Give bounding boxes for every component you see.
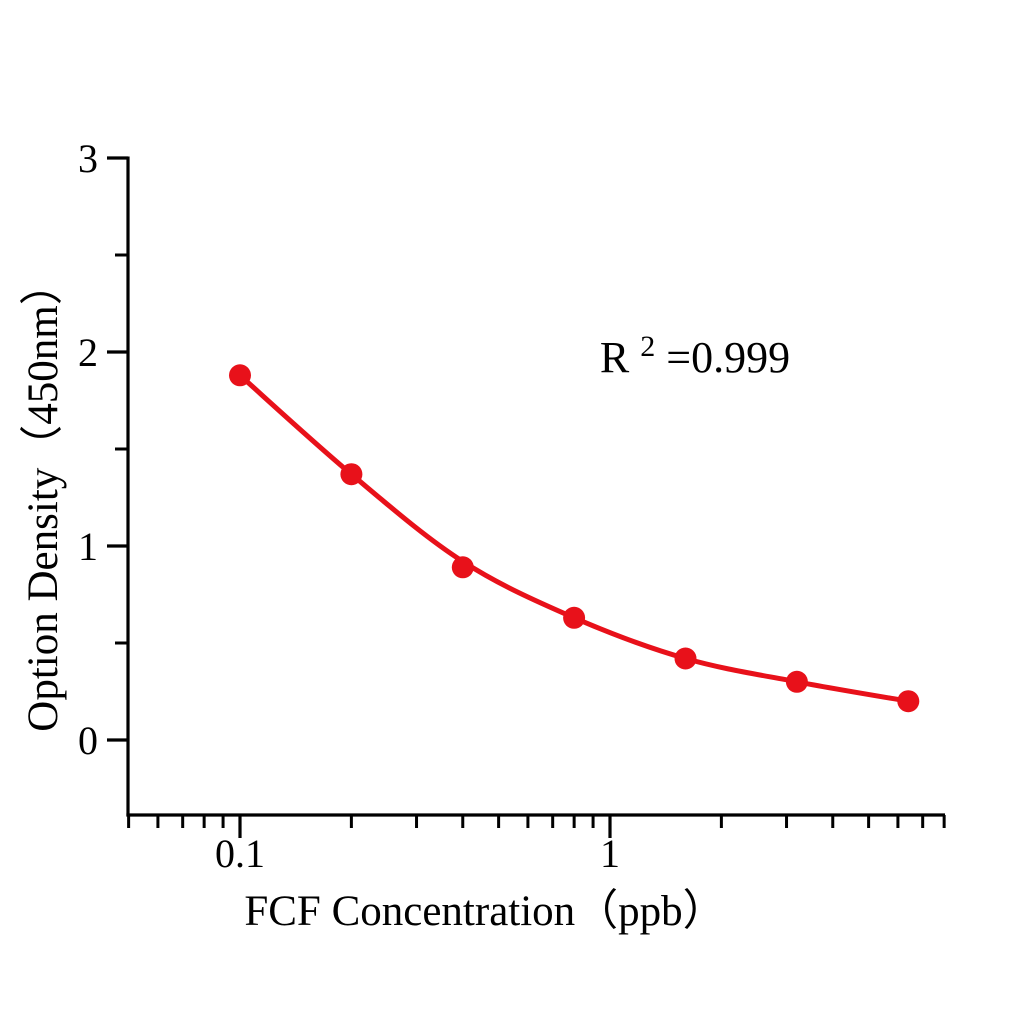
y-axis-tick-labels: 0 1 2 3 (78, 136, 98, 763)
fit-curve-line (237, 372, 911, 704)
y-axis-title: Option Density（450nm） (20, 262, 67, 731)
data-point (897, 690, 920, 713)
data-point (785, 670, 808, 693)
x-axis-tick-labels: 0.1 1 (215, 831, 620, 876)
y-tick-label: 2 (78, 330, 98, 375)
y-tick-label: 3 (78, 136, 98, 181)
x-axis-title: FCF Concentration（ppb） (244, 888, 725, 935)
r-squared-value: =0.999 (666, 333, 790, 382)
y-tick-label: 0 (78, 718, 98, 763)
data-point (451, 556, 474, 579)
data-point (340, 463, 363, 486)
data-series (229, 364, 920, 713)
data-point (563, 606, 586, 629)
data-point (229, 364, 251, 387)
r-squared-base: R (600, 333, 630, 382)
r-squared-superscript: 2 (640, 330, 655, 363)
data-point-markers (229, 364, 920, 713)
x-tick-label: 1 (600, 831, 620, 876)
axes (126, 156, 945, 817)
data-point (674, 647, 697, 670)
y-axis-ticks (107, 156, 128, 742)
r-squared-annotation: R 2 =0.999 (600, 317, 790, 382)
x-tick-label: 0.1 (215, 831, 265, 876)
x-axis-ticks (127, 815, 946, 838)
y-tick-label: 1 (78, 524, 98, 569)
